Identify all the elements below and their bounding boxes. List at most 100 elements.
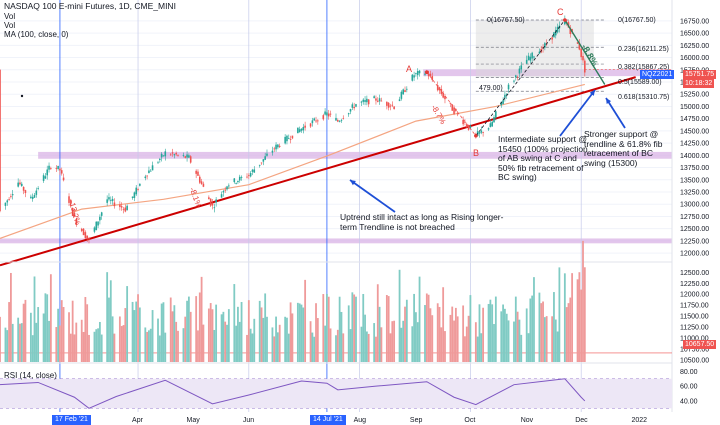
candle-body: [378, 98, 381, 102]
volume-bar: [527, 333, 530, 362]
volume-bar: [424, 305, 426, 362]
candle-body: [360, 101, 363, 103]
fib-label-0618: 0.618(15310.75): [618, 94, 670, 101]
candle-body: [240, 176, 243, 178]
volume-bar: [22, 303, 25, 362]
candle-body: [569, 27, 572, 35]
candle-body: [406, 88, 408, 90]
candle-body: [554, 29, 557, 36]
volume-bar: [6, 330, 9, 362]
candle-body: [6, 200, 9, 203]
candle-body: [139, 183, 141, 186]
price-axis-tick: 14500.00: [680, 128, 709, 135]
volume-bar: [300, 304, 303, 362]
volume-bar: [246, 334, 248, 362]
candle-body: [175, 152, 177, 155]
candle-body: [137, 189, 139, 190]
candle-body: [291, 135, 294, 139]
volume-bar: [404, 306, 406, 362]
swing-point-c: [563, 18, 567, 22]
candle-body: [516, 76, 519, 78]
volume-bar: [9, 272, 12, 362]
support-zone: [423, 69, 672, 77]
candle-body: [86, 235, 88, 239]
candle-body: [411, 74, 414, 81]
volume-bar: [462, 305, 465, 362]
candle-body: [304, 125, 306, 128]
volume-bar: [329, 328, 332, 362]
volume-bar: [197, 330, 199, 362]
candle-body: [208, 197, 210, 200]
volume-bar: [227, 309, 230, 362]
volume-bar: [449, 314, 452, 362]
swing-point-a: [425, 70, 429, 75]
candle-body: [538, 51, 541, 54]
candle-body: [495, 111, 497, 118]
candle-body: [224, 189, 227, 191]
rsi-line: [0, 378, 586, 409]
volume-bar: [169, 297, 172, 362]
volume-bar: [456, 316, 459, 362]
candle-body: [427, 73, 430, 77]
volume-bar: [173, 305, 176, 362]
candle-body: [151, 165, 154, 171]
candle-body: [131, 196, 134, 198]
volume-bar: [49, 274, 52, 362]
candle-body: [50, 168, 52, 169]
candle-body: [11, 194, 14, 196]
volume-bar: [326, 293, 328, 362]
point-b-label: B: [473, 148, 480, 158]
volume-bar: [222, 311, 225, 362]
volume-bar: [126, 286, 129, 362]
volume-bar: [500, 311, 503, 362]
candle-body: [213, 207, 216, 209]
volume-bar: [391, 321, 394, 362]
volume-bar: [309, 321, 312, 362]
candle-body: [157, 162, 159, 164]
candle-body: [302, 126, 305, 131]
volume-bar: [583, 267, 586, 362]
price-axis-tick: 14750.00: [680, 116, 709, 123]
volume-bar: [100, 334, 103, 362]
volume-bar: [262, 317, 265, 362]
volume-bar: [438, 306, 441, 362]
point-c-label: C: [557, 7, 564, 17]
candle-body: [286, 135, 288, 142]
volume-bar: [122, 325, 125, 362]
candle-body: [329, 113, 332, 115]
intermediate-support-arrow-head: [589, 90, 595, 96]
volume-bar: [82, 331, 85, 362]
price-axis-tick: 13500.00: [680, 177, 709, 184]
candle-body: [338, 121, 341, 122]
volume-bar: [533, 277, 535, 362]
candle-body: [493, 117, 495, 123]
candle-body: [10, 196, 12, 198]
volume-bar: [237, 306, 239, 362]
volume-bar: [113, 333, 116, 362]
candle-body: [57, 165, 59, 169]
volume-bar: [69, 333, 72, 362]
candle-body: [264, 156, 266, 160]
volume-bar: [315, 303, 317, 362]
volume-bar: [440, 327, 443, 362]
candle-body: [429, 73, 432, 76]
candle-body: [233, 178, 236, 183]
candle-body: [340, 119, 343, 121]
candle-body: [442, 92, 444, 98]
volume-bar: [131, 301, 134, 362]
rsi-indicator: RSI (14, close): [4, 371, 57, 380]
candle-body: [469, 126, 472, 129]
volume-bar: [57, 308, 60, 362]
volume-bar: [162, 302, 165, 362]
volume-bar: [582, 240, 584, 362]
candle-body: [258, 164, 261, 166]
price-axis-tick: 13250.00: [680, 190, 709, 197]
volume-bar: [62, 307, 65, 362]
candle-body: [195, 170, 197, 174]
candle-body: [271, 150, 274, 153]
candle-body: [311, 120, 314, 124]
volume-bar: [347, 305, 350, 362]
volume-bar: [540, 303, 543, 362]
candle-body: [260, 162, 263, 164]
volume-bar: [545, 316, 548, 362]
